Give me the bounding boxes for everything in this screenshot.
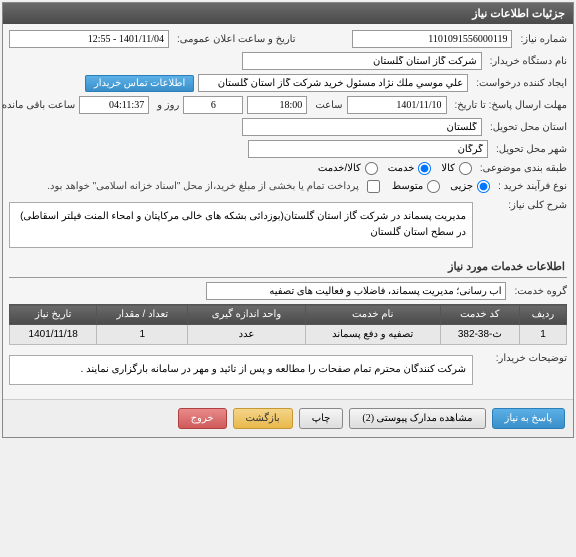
proc-small-radio[interactable] bbox=[477, 180, 490, 193]
cat-service-label: خدمت bbox=[380, 163, 417, 174]
cat-goods-label: کالا bbox=[433, 163, 457, 174]
province-label: استان محل تحویل: bbox=[486, 122, 567, 133]
cat-both-label: کالا/خدمت bbox=[310, 163, 363, 174]
proc-small-label: جزیی bbox=[442, 181, 475, 192]
deadline-label: مهلت ارسال پاسخ: تا تاریخ: bbox=[451, 100, 567, 111]
need-no-input[interactable] bbox=[352, 30, 512, 48]
group-label: گروه خدمت: bbox=[510, 286, 567, 297]
table-cell: تصفیه و دفع پسماند bbox=[305, 325, 440, 345]
days-label: روز و bbox=[153, 100, 179, 111]
process-label: نوع فرآیند خرید : bbox=[494, 181, 567, 192]
category-label: طبقه بندی موضوعی: bbox=[476, 163, 567, 174]
proc-medium-label: متوسط bbox=[384, 181, 425, 192]
announce-label: تاریخ و ساعت اعلان عمومی: bbox=[173, 34, 296, 45]
services-table: ردیفکد خدمتنام خدمتواحد اندازه گیریتعداد… bbox=[9, 304, 567, 345]
exit-button[interactable]: خروج bbox=[178, 408, 227, 429]
buyer-org-input[interactable] bbox=[242, 52, 482, 70]
reply-button[interactable]: پاسخ به نیاز bbox=[492, 408, 566, 429]
remain-time-input[interactable] bbox=[79, 96, 149, 114]
contact-button[interactable]: اطلاعات تماس خریدار bbox=[85, 75, 194, 92]
print-button[interactable]: چاپ bbox=[299, 408, 344, 429]
days-input[interactable] bbox=[183, 96, 243, 114]
table-cell: 1401/11/18 bbox=[10, 325, 97, 345]
cat-both-radio[interactable] bbox=[365, 162, 378, 175]
table-header: ردیف bbox=[519, 305, 566, 325]
city-input[interactable] bbox=[248, 140, 488, 158]
deadline-time-input[interactable] bbox=[247, 96, 307, 114]
buyer-note-box: شرکت کنندگان محترم تمام صفحات را مطالعه … bbox=[9, 355, 473, 385]
desc-label: شرح کلی نیاز: bbox=[477, 198, 567, 211]
table-header: تاریخ نیاز bbox=[10, 305, 97, 325]
footer-buttons: پاسخ به نیاز مشاهده مدارک پیوستی (2) چاپ… bbox=[3, 399, 573, 437]
details-panel: جزئیات اطلاعات نیاز شماره نیاز: تاریخ و … bbox=[2, 2, 574, 438]
table-header: واحد اندازه گیری bbox=[188, 305, 305, 325]
group-input[interactable] bbox=[206, 282, 506, 300]
panel-title: جزئیات اطلاعات نیاز bbox=[3, 3, 573, 24]
need-no-label: شماره نیاز: bbox=[516, 34, 567, 45]
treasury-checkbox[interactable] bbox=[367, 180, 380, 193]
table-header-row: ردیفکد خدمتنام خدمتواحد اندازه گیریتعداد… bbox=[10, 305, 567, 325]
table-header: کد خدمت bbox=[440, 305, 519, 325]
panel-body: شماره نیاز: تاریخ و ساعت اعلان عمومی: نا… bbox=[3, 24, 573, 399]
buyer-org-label: نام دستگاه خریدار: bbox=[486, 56, 567, 67]
buyer-note-label: توضیحات خریدار: bbox=[477, 351, 567, 364]
table-cell: عدد bbox=[188, 325, 305, 345]
table-header: نام خدمت bbox=[305, 305, 440, 325]
process-note: پرداخت تمام یا بخشی از مبلغ خرید،از محل … bbox=[43, 179, 363, 194]
time-label-1: ساعت bbox=[311, 100, 342, 111]
cat-service-radio[interactable] bbox=[418, 162, 431, 175]
requester-label: ایجاد کننده درخواست: bbox=[472, 78, 567, 89]
table-header: تعداد / مقدار bbox=[97, 305, 188, 325]
table-cell: 1 bbox=[519, 325, 566, 345]
back-button[interactable]: بازگشت bbox=[233, 408, 293, 429]
requester-input[interactable] bbox=[198, 74, 468, 92]
table-row[interactable]: 1ث-38-382تصفیه و دفع پسماندعدد11401/11/1… bbox=[10, 325, 567, 345]
table-cell: 1 bbox=[97, 325, 188, 345]
process-radios: جزیی متوسط bbox=[384, 180, 490, 193]
category-radios: کالا خدمت کالا/خدمت bbox=[310, 162, 472, 175]
city-label: شهر محل تحویل: bbox=[492, 144, 567, 155]
table-body: 1ث-38-382تصفیه و دفع پسماندعدد11401/11/1… bbox=[10, 325, 567, 345]
announce-input[interactable] bbox=[9, 30, 169, 48]
desc-box: مدیریت پسماند در شرکت گاز استان گلستان(ب… bbox=[9, 202, 473, 248]
cat-goods-radio[interactable] bbox=[459, 162, 472, 175]
docs-button[interactable]: مشاهده مدارک پیوستی (2) bbox=[349, 408, 485, 429]
remain-label: ساعت باقی مانده bbox=[0, 100, 75, 111]
services-section-title: اطلاعات خدمات مورد نیاز bbox=[9, 256, 567, 278]
deadline-date-input[interactable] bbox=[347, 96, 447, 114]
table-cell: ث-38-382 bbox=[440, 325, 519, 345]
province-input[interactable] bbox=[242, 118, 482, 136]
proc-medium-radio[interactable] bbox=[427, 180, 440, 193]
